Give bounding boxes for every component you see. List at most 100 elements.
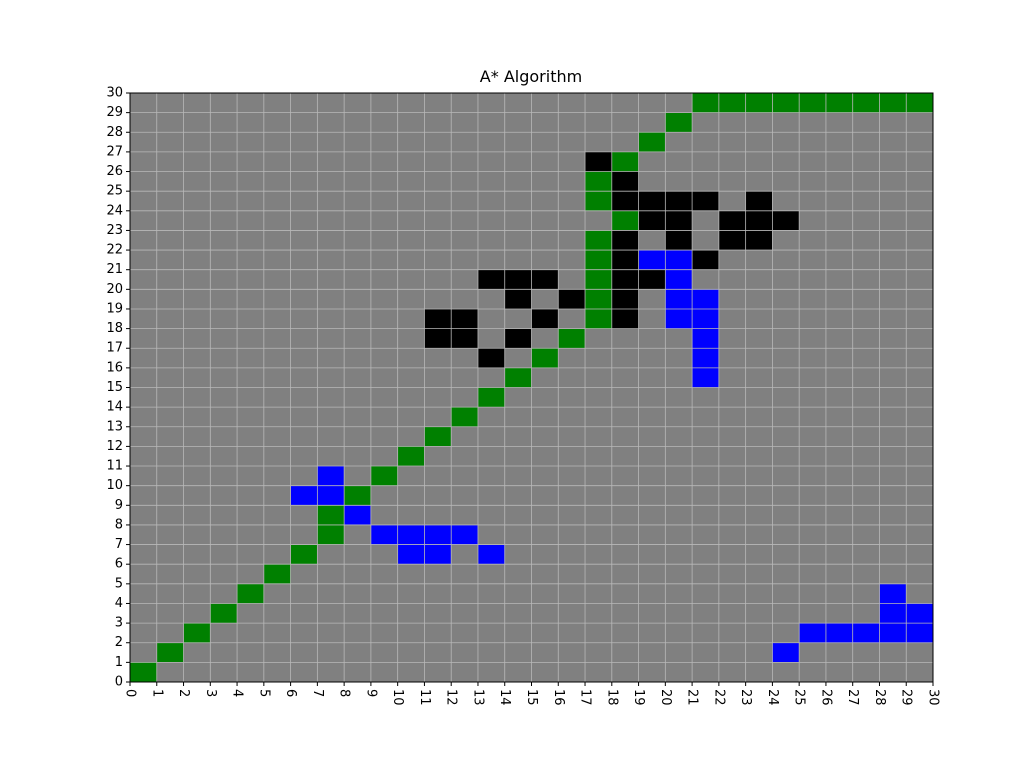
- visited-cell: [692, 348, 719, 368]
- x-tick-label: 3: [203, 689, 218, 697]
- x-tick-label: 27: [845, 689, 860, 706]
- x-tick-label: 2: [176, 689, 191, 697]
- obstacle-cell: [638, 210, 666, 231]
- path-cell: [585, 289, 612, 309]
- path-cell: [370, 466, 398, 486]
- x-tick-label: 5: [256, 689, 271, 697]
- y-tick-label: 0: [115, 675, 123, 690]
- x-tick-label: 10: [390, 689, 405, 706]
- obstacle-cell: [477, 348, 505, 368]
- x-tick-label: 26: [818, 689, 833, 706]
- visited-cell: [397, 544, 425, 565]
- visited-cell: [772, 642, 800, 663]
- path-cell: [130, 662, 157, 682]
- path-cell: [585, 250, 612, 270]
- obstacle-cell: [611, 269, 639, 290]
- obstacle-cell: [745, 210, 773, 231]
- y-tick-label: 1: [115, 655, 123, 670]
- path-cell: [344, 485, 371, 506]
- path-cell: [906, 93, 933, 113]
- path-cell: [585, 308, 612, 329]
- y-axis: 0123456789101112131415161718192021222324…: [106, 86, 130, 690]
- path-cell: [585, 230, 612, 251]
- obstacle-cell: [585, 151, 612, 172]
- path-cell: [585, 191, 612, 211]
- visited-cell: [879, 623, 907, 643]
- obstacle-cell: [611, 171, 639, 192]
- obstacle-cell: [451, 308, 478, 329]
- x-tick-label: 7: [310, 689, 325, 697]
- x-tick-label: 30: [926, 689, 941, 706]
- obstacle-cell: [692, 250, 719, 270]
- y-tick-label: 29: [106, 105, 123, 120]
- path-cell: [638, 132, 666, 152]
- chart-title: A* Algorithm: [480, 67, 582, 86]
- x-tick-label: 29: [899, 689, 914, 706]
- y-tick-label: 14: [106, 400, 123, 415]
- visited-cell: [290, 485, 318, 506]
- path-cell: [317, 524, 345, 545]
- obstacle-cell: [558, 289, 586, 309]
- y-tick-label: 28: [106, 125, 123, 140]
- path-cell: [825, 93, 853, 113]
- visited-cell: [799, 623, 826, 643]
- visited-cell: [692, 367, 719, 388]
- y-tick-label: 9: [115, 498, 123, 513]
- obstacle-cell: [611, 191, 639, 211]
- path-cell: [317, 505, 345, 525]
- y-tick-label: 23: [106, 223, 123, 238]
- x-tick-label: 25: [792, 689, 807, 706]
- x-tick-label: 14: [497, 689, 512, 706]
- obstacle-cell: [772, 210, 800, 231]
- x-tick-label: 11: [417, 689, 432, 706]
- visited-cell: [477, 544, 505, 565]
- path-cell: [210, 603, 238, 624]
- x-tick-label: 6: [283, 689, 298, 697]
- path-cell: [183, 623, 211, 643]
- obstacle-cell: [611, 289, 639, 309]
- y-tick-label: 7: [115, 537, 123, 552]
- visited-cell: [370, 524, 398, 545]
- path-cell: [451, 407, 478, 427]
- obstacle-cell: [611, 308, 639, 329]
- path-cell: [156, 642, 184, 663]
- obstacle-cell: [665, 230, 693, 251]
- y-tick-label: 17: [106, 341, 123, 356]
- path-cell: [585, 171, 612, 192]
- visited-cell: [665, 289, 693, 309]
- y-tick-label: 12: [106, 439, 123, 454]
- obstacle-cell: [638, 191, 666, 211]
- path-cell: [611, 151, 639, 172]
- obstacle-cell: [665, 191, 693, 211]
- x-tick-label: 22: [711, 689, 726, 706]
- obstacle-cell: [611, 230, 639, 251]
- x-tick-label: 15: [524, 689, 539, 706]
- path-cell: [745, 93, 773, 113]
- path-cell: [237, 583, 264, 604]
- path-cell: [772, 93, 800, 113]
- path-cell: [611, 210, 639, 231]
- obstacle-cell: [531, 308, 559, 329]
- path-cell: [263, 564, 291, 584]
- cells-layer: [130, 93, 933, 682]
- obstacle-cell: [424, 308, 452, 329]
- visited-cell: [344, 505, 371, 525]
- visited-cell: [692, 308, 719, 329]
- x-tick-label: 0: [123, 689, 138, 697]
- visited-cell: [638, 250, 666, 270]
- y-tick-label: 22: [106, 243, 123, 258]
- x-tick-label: 13: [470, 689, 485, 706]
- y-tick-label: 4: [115, 596, 123, 611]
- y-tick-label: 25: [106, 184, 123, 199]
- visited-cell: [852, 623, 880, 643]
- obstacle-cell: [638, 269, 666, 290]
- y-tick-label: 27: [106, 144, 123, 159]
- obstacle-cell: [718, 230, 746, 251]
- y-tick-label: 26: [106, 164, 123, 179]
- x-tick-label: 20: [658, 689, 673, 706]
- y-tick-label: 10: [106, 478, 123, 493]
- path-cell: [692, 93, 719, 113]
- path-cell: [424, 426, 452, 447]
- path-cell: [531, 348, 559, 368]
